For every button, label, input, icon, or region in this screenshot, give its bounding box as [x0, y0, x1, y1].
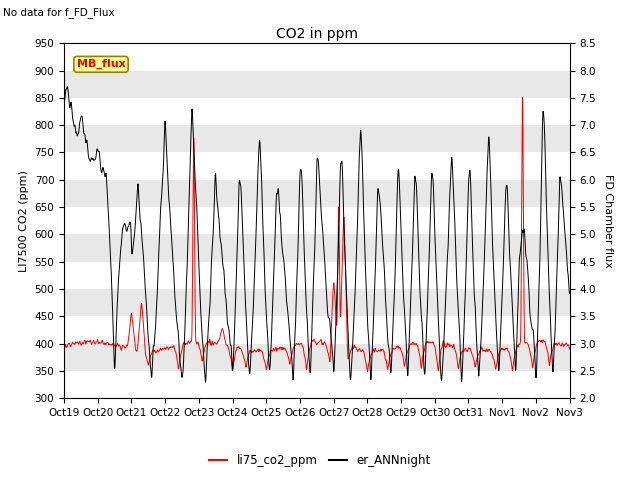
Bar	[64, 98, 570, 125]
Bar	[64, 316, 570, 344]
Bar	[64, 43, 570, 71]
Bar	[64, 371, 570, 398]
Y-axis label: LI7500 CO2 (ppm): LI7500 CO2 (ppm)	[19, 170, 29, 272]
Bar	[64, 262, 570, 289]
Title: CO2 in ppm: CO2 in ppm	[276, 27, 358, 41]
Bar	[64, 153, 570, 180]
Legend: li75_co2_ppm, er_ANNnight: li75_co2_ppm, er_ANNnight	[205, 449, 435, 472]
Text: No data for f_FD_Flux: No data for f_FD_Flux	[3, 7, 115, 18]
Text: MB_flux: MB_flux	[77, 59, 125, 70]
Bar	[64, 207, 570, 234]
Y-axis label: FD Chamber flux: FD Chamber flux	[603, 174, 612, 268]
